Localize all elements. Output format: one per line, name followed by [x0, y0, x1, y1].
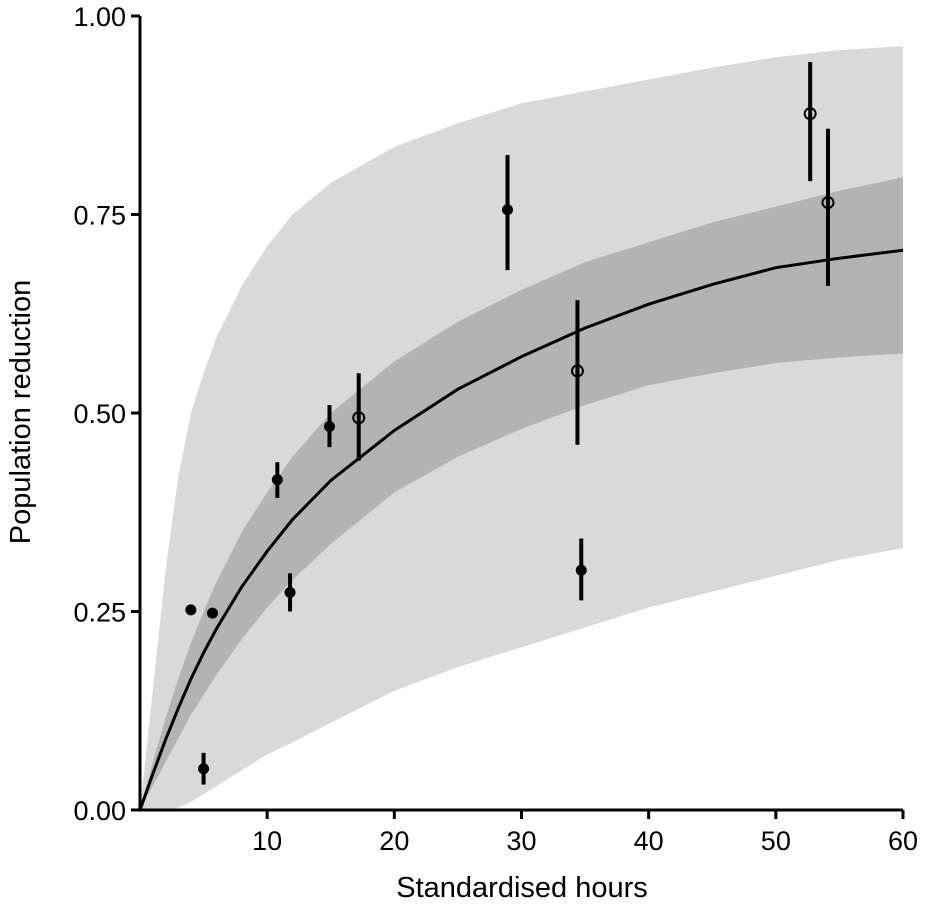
open-point-2: [570, 300, 584, 445]
filled-point-4: [271, 462, 283, 498]
filled-point-7: [502, 154, 514, 271]
point-marker: [803, 107, 817, 121]
filled-point-8: [575, 538, 587, 601]
x-tick-label: 20: [379, 826, 409, 856]
y-ticks: 0.00 0.25 0.50 0.75 1.00: [73, 2, 140, 826]
x-tick-label: 30: [506, 826, 536, 856]
y-tick-label: 0.75: [73, 201, 126, 231]
x-tick-label: 40: [634, 826, 664, 856]
open-point-3: [803, 62, 817, 182]
open-point-1: [352, 373, 366, 461]
point-marker: [198, 763, 210, 775]
inner-confidence-band: [140, 177, 903, 810]
fit-curve: [138, 248, 904, 811]
filled-point-3: [206, 607, 218, 619]
y-tick-label: 1.00: [73, 2, 126, 32]
point-marker: [502, 204, 514, 216]
x-tick-label: 60: [888, 826, 918, 856]
y-tick-label: 0.25: [73, 598, 126, 628]
point-marker: [570, 364, 584, 378]
y-tick-label: 0.50: [73, 399, 126, 429]
point-marker: [284, 586, 296, 598]
y-axis-title: Population reduction: [5, 280, 37, 544]
point-marker: [352, 411, 366, 425]
data-points: [185, 62, 835, 785]
filled-point-6: [323, 405, 335, 448]
filled-point-1: [185, 604, 197, 616]
point-marker: [575, 564, 587, 576]
x-tick-label: 50: [761, 826, 791, 856]
axes: 10 20 30 40 50 60 0.00 0.25 0.50 0.75 1.00: [73, 2, 918, 856]
open-point-4: [821, 128, 835, 286]
filled-point-2: [198, 752, 210, 785]
x-tick-label: 10: [252, 826, 282, 856]
point-marker: [185, 604, 197, 616]
point-marker: [323, 420, 335, 432]
point-marker: [821, 196, 835, 210]
point-marker: [206, 607, 218, 619]
x-axis-title: Standardised hours: [396, 872, 648, 904]
filled-point-5: [284, 573, 296, 612]
y-tick-label: 0.00: [73, 796, 126, 826]
plot-area: [138, 46, 904, 811]
x-ticks: 10 20 30 40 50 60: [252, 810, 918, 856]
point-marker: [271, 474, 283, 486]
